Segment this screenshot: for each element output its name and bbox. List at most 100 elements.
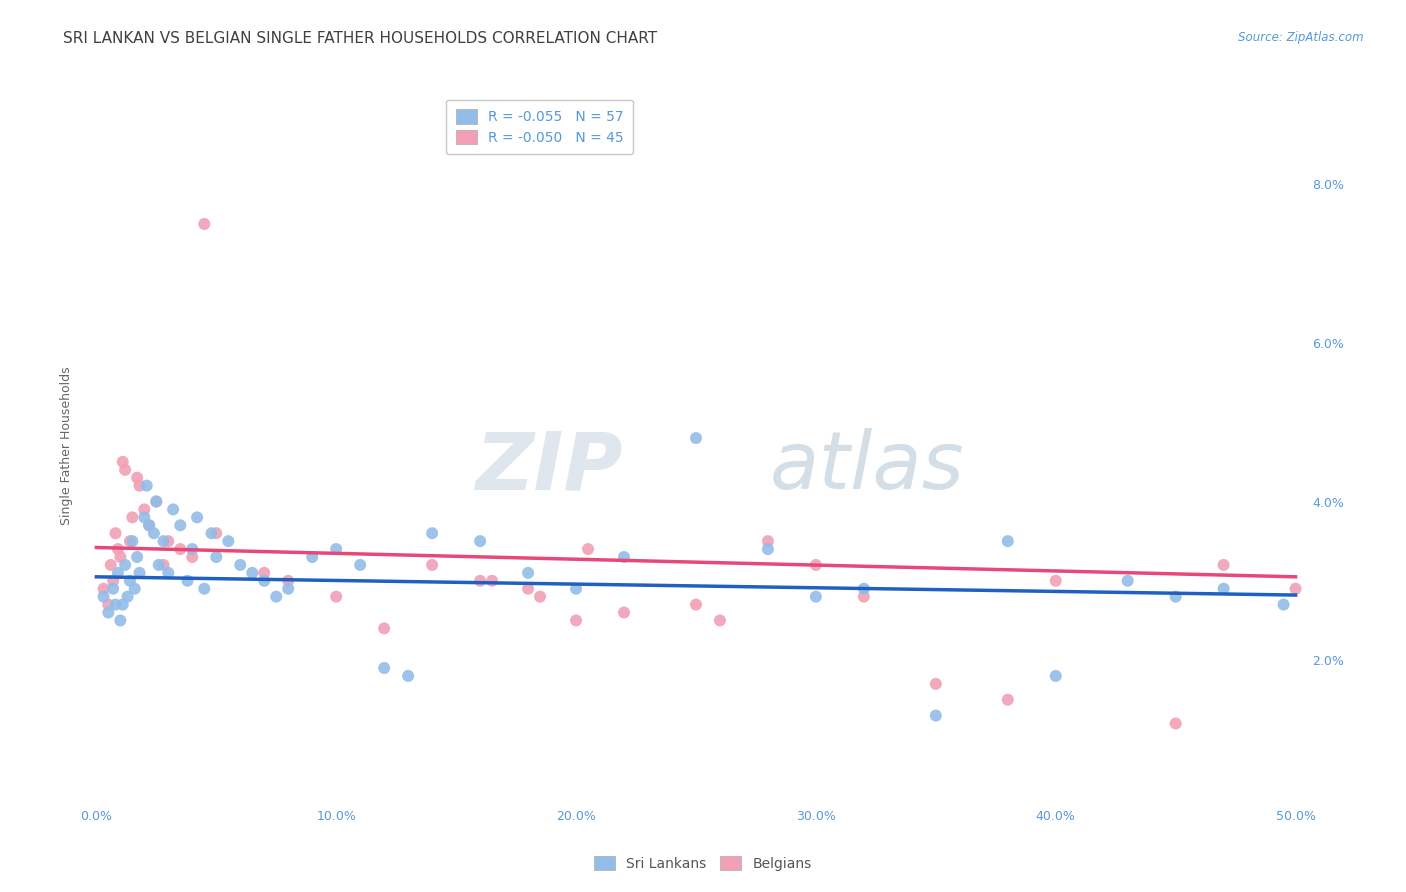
Point <box>162 502 184 516</box>
Point <box>804 558 827 572</box>
Point <box>997 692 1019 706</box>
Point <box>217 534 239 549</box>
Point <box>481 574 503 588</box>
Point <box>277 574 299 588</box>
Point <box>468 574 491 588</box>
Point <box>517 582 540 596</box>
Point <box>110 614 132 628</box>
Point <box>205 549 228 564</box>
Point <box>1284 582 1306 596</box>
Point <box>709 614 731 628</box>
Point <box>565 582 588 596</box>
Point <box>142 526 165 541</box>
Point <box>148 558 170 572</box>
Point <box>925 708 948 723</box>
Point <box>104 598 127 612</box>
Text: SRI LANKAN VS BELGIAN SINGLE FATHER HOUSEHOLDS CORRELATION CHART: SRI LANKAN VS BELGIAN SINGLE FATHER HOUS… <box>63 31 658 46</box>
Point <box>200 526 222 541</box>
Point <box>349 558 371 572</box>
Point <box>1116 574 1139 588</box>
Point <box>169 518 191 533</box>
Point <box>110 549 132 564</box>
Point <box>517 566 540 580</box>
Point <box>134 510 156 524</box>
Point <box>121 510 143 524</box>
Point <box>104 526 127 541</box>
Point <box>468 534 491 549</box>
Point <box>117 590 139 604</box>
Point <box>118 534 141 549</box>
Point <box>264 590 287 604</box>
Point <box>107 566 129 580</box>
Point <box>93 590 115 604</box>
Point <box>325 590 347 604</box>
Point <box>1164 716 1187 731</box>
Point <box>134 502 156 516</box>
Point <box>325 542 347 557</box>
Point <box>613 606 636 620</box>
Point <box>157 566 180 580</box>
Point <box>181 542 204 557</box>
Point <box>1212 582 1234 596</box>
Text: atlas: atlas <box>769 428 965 507</box>
Point <box>127 471 149 485</box>
Point <box>181 549 204 564</box>
Point <box>396 669 419 683</box>
Point <box>145 494 167 508</box>
Point <box>253 574 276 588</box>
Point <box>529 590 551 604</box>
Point <box>685 431 707 445</box>
Point <box>1212 558 1234 572</box>
Point <box>169 542 191 557</box>
Point <box>613 549 636 564</box>
Point <box>373 661 395 675</box>
Point <box>1164 590 1187 604</box>
Point <box>373 621 395 635</box>
Point <box>127 549 149 564</box>
Point <box>240 566 263 580</box>
Point <box>111 455 134 469</box>
Point <box>804 590 827 604</box>
Point <box>114 558 136 572</box>
Point <box>101 574 124 588</box>
Point <box>852 590 875 604</box>
Point <box>1272 598 1295 612</box>
Point <box>420 558 443 572</box>
Point <box>97 606 120 620</box>
Point <box>565 614 588 628</box>
Point <box>1045 574 1067 588</box>
Point <box>93 582 115 596</box>
Point <box>145 494 167 508</box>
Point <box>253 566 276 580</box>
Point <box>277 582 299 596</box>
Point <box>685 598 707 612</box>
Point <box>852 582 875 596</box>
Point <box>107 542 129 557</box>
Point <box>111 598 134 612</box>
Point <box>193 217 215 231</box>
Point <box>152 558 174 572</box>
Point <box>121 534 143 549</box>
Point <box>128 566 150 580</box>
Point <box>1045 669 1067 683</box>
Point <box>229 558 252 572</box>
Point <box>756 542 779 557</box>
Point <box>756 534 779 549</box>
Point <box>138 518 160 533</box>
Y-axis label: Single Father Households: Single Father Households <box>60 367 73 525</box>
Point <box>152 534 174 549</box>
Point <box>576 542 599 557</box>
Point <box>205 526 228 541</box>
Point <box>100 558 122 572</box>
Legend: Sri Lankans, Belgians: Sri Lankans, Belgians <box>589 850 817 876</box>
Point <box>138 518 160 533</box>
Point <box>997 534 1019 549</box>
Point <box>118 574 141 588</box>
Text: ZIP: ZIP <box>475 428 623 507</box>
Point <box>420 526 443 541</box>
Point <box>128 478 150 492</box>
Point <box>101 582 124 596</box>
Text: Source: ZipAtlas.com: Source: ZipAtlas.com <box>1239 31 1364 45</box>
Point <box>186 510 208 524</box>
Point <box>135 478 157 492</box>
